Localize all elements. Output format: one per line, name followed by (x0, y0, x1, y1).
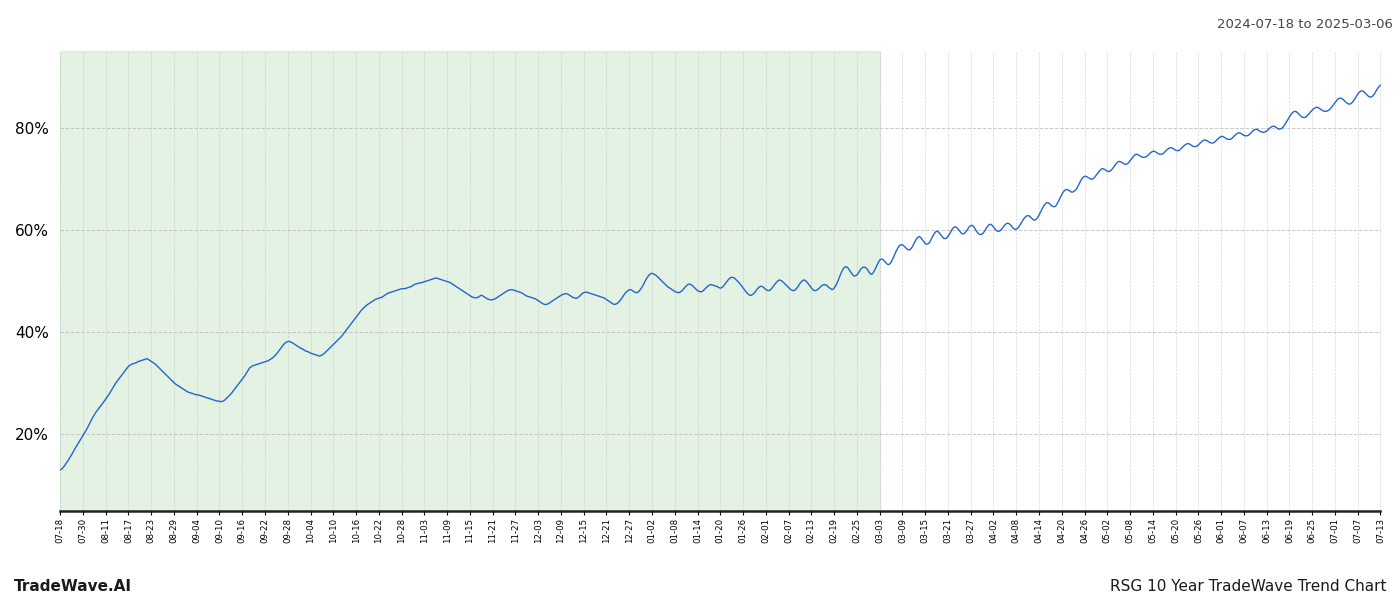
Bar (60, 51, 879, 511)
Text: RSG 10 Year TradeWave Trend Chart: RSG 10 Year TradeWave Trend Chart (1109, 579, 1386, 594)
Text: TradeWave.AI: TradeWave.AI (14, 579, 132, 594)
Text: 2024-07-18 to 2025-03-06: 2024-07-18 to 2025-03-06 (1217, 18, 1393, 31)
